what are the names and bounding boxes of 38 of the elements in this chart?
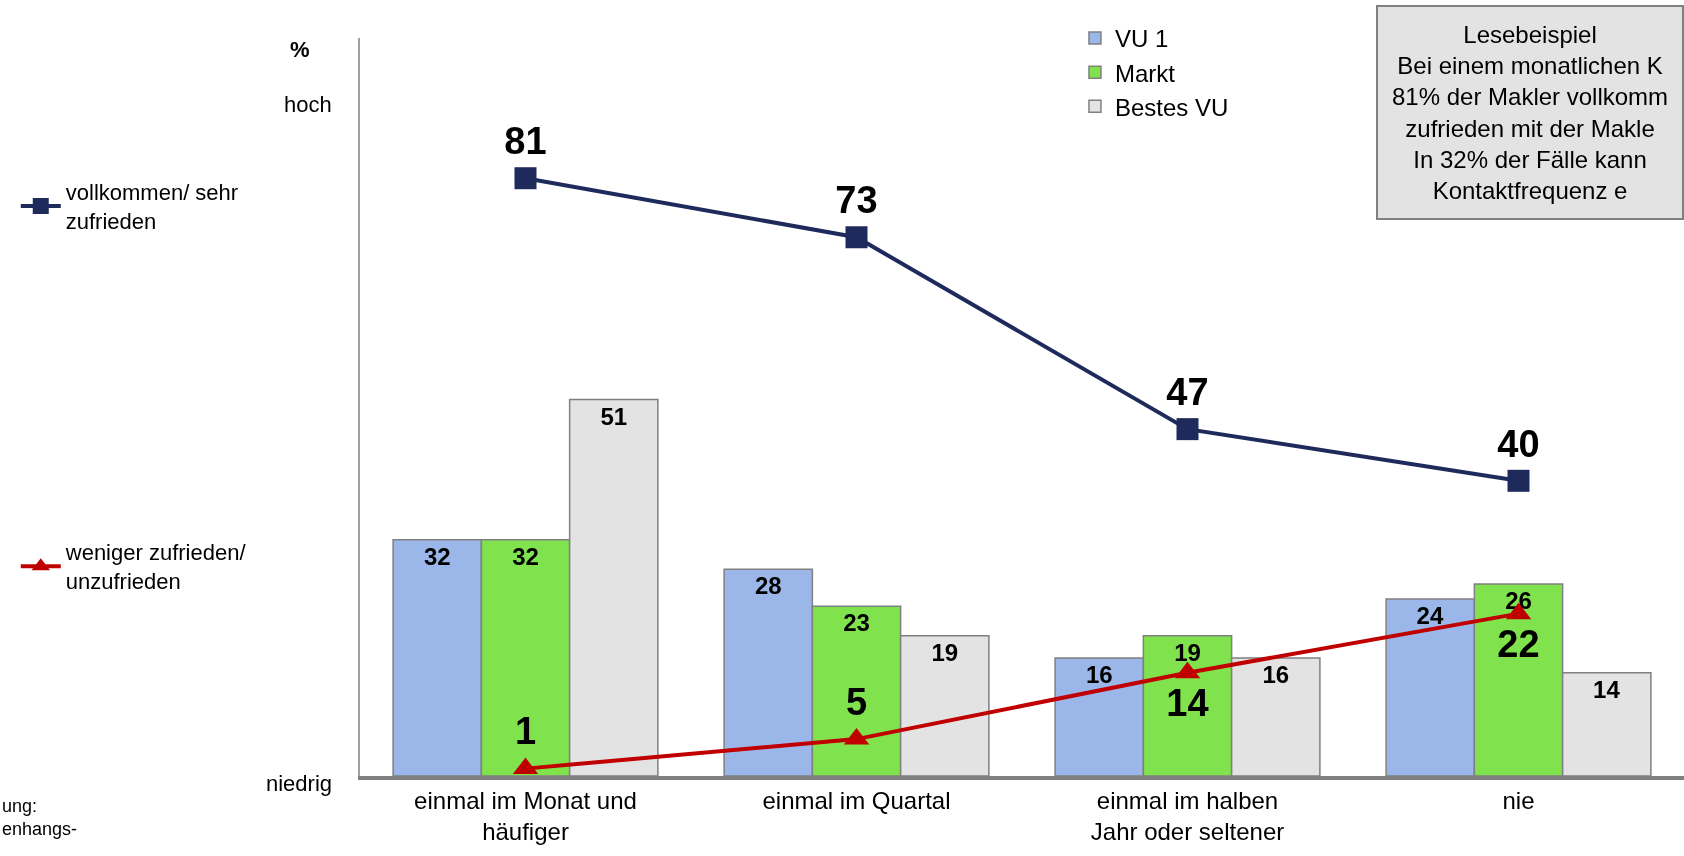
point [1176,418,1199,441]
point [845,226,868,249]
data-label: 14 [1593,675,1621,703]
legend-label: VU 1 [1114,25,1169,53]
text: niedrig [266,771,333,796]
data-label: 32 [423,542,451,570]
text: ung: enhangs- [2,796,78,840]
text: hoch [284,92,332,117]
data-label: 5 [845,680,868,723]
point [1507,469,1530,492]
data-label: 28 [754,572,782,600]
legend-label: Bestes VU [1114,93,1229,121]
data-label: 26 [1505,587,1532,615]
data-label: 16 [1262,660,1290,688]
legend-label: vollkommen/ sehr zufrieden [65,180,239,234]
data-label: 40 [1497,422,1540,465]
data-label: 32 [512,542,539,570]
data-label: 16 [1085,660,1113,688]
x-tick-label: nie [1502,786,1535,814]
data-label: 24 [1416,601,1444,629]
data-label: 51 [600,402,628,430]
data-label: 47 [1166,370,1209,413]
data-label: 1 [514,710,537,753]
x-tick-label: einmal im Monat und häufiger [414,786,637,845]
annotation: Lesebeispiel Bei einem monatlichen K 81% der Makler vollkomm zufrieden mit der Makle In 32% der Fälle kann Kontaktfrequenz e [1392,21,1669,204]
x-tick-label: einmal im halben Jahr oder seltener [1090,786,1285,845]
data-label: 14 [1166,681,1209,724]
data-label: 81 [504,119,547,162]
data-label: 19 [1174,638,1201,666]
legend-label: weniger zufrieden/ unzufrieden [64,540,247,595]
data-label: 19 [931,638,959,666]
data-label: 23 [843,609,870,637]
data-label: 73 [835,179,878,222]
data-label: 22 [1497,622,1540,665]
point [514,167,537,190]
legend-label: Markt [1114,59,1176,87]
y-axis-title: % [290,37,310,62]
x-tick-label: einmal im Quartal [762,786,951,814]
